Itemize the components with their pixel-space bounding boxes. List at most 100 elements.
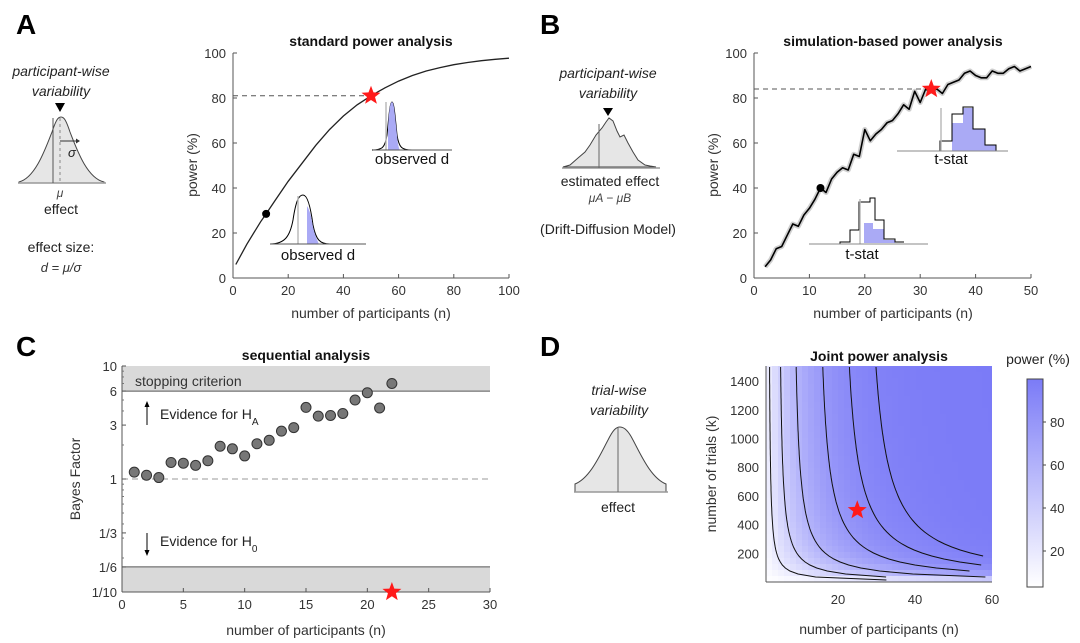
- heatmap-cell: [784, 576, 791, 582]
- heatmap-cell: [916, 528, 923, 535]
- heatmap-cell: [886, 564, 893, 571]
- colorbar-tick-label: 40: [1050, 501, 1064, 516]
- heatmap-cell: [916, 564, 923, 571]
- heatmap-cell: [814, 432, 821, 439]
- heatmap-cell: [952, 462, 959, 469]
- heatmap-cell: [826, 564, 833, 571]
- heatmap-cell: [934, 480, 941, 487]
- heatmap-cell: [832, 534, 839, 541]
- heatmap-cell: [988, 510, 992, 517]
- heatmap-cell: [868, 528, 875, 535]
- heatmap-cell: [790, 510, 797, 517]
- heatmap-cell: [958, 540, 965, 547]
- heatmap-cell: [766, 468, 773, 475]
- heatmap-cell: [952, 576, 959, 582]
- heatmap-cell: [808, 576, 815, 582]
- heatmap-cell: [862, 510, 869, 517]
- diagram-d-xlabel: effect: [601, 499, 635, 515]
- heatmap-cell: [922, 384, 929, 391]
- heatmap-cell: [958, 492, 965, 499]
- bayes-factor-point: [190, 459, 202, 471]
- heatmap-cell: [850, 432, 857, 439]
- heatmap-cell: [766, 396, 773, 403]
- heatmap-cell: [790, 522, 797, 529]
- heatmap-cell: [922, 492, 929, 499]
- heatmap-cell: [958, 528, 965, 535]
- heatmap-cell: [784, 468, 791, 475]
- heatmap-cell: [802, 474, 809, 481]
- heatmap-cell: [916, 480, 923, 487]
- heatmap-cell: [928, 528, 935, 535]
- heatmap-cell: [784, 528, 791, 535]
- heatmap-cell: [796, 378, 803, 385]
- heatmap-cell: [784, 504, 791, 511]
- heatmap-cell: [892, 504, 899, 511]
- heatmap-cell: [790, 498, 797, 505]
- heatmap-cell: [922, 528, 929, 535]
- heatmap-cell: [796, 516, 803, 523]
- heatmap-cell: [958, 402, 965, 409]
- power-curve: [235, 57, 510, 265]
- heatmap-cell: [988, 528, 992, 535]
- heatmap-cell: [826, 450, 833, 457]
- heatmap-cell: [832, 480, 839, 487]
- heatmap-cell: [916, 474, 923, 481]
- heatmap-cell: [886, 546, 893, 553]
- heatmap-cell: [766, 546, 773, 553]
- heatmap-cell: [910, 528, 917, 535]
- heatmap-cell: [808, 420, 815, 427]
- heatmap-cell: [952, 516, 959, 523]
- heatmap-cell: [844, 540, 851, 547]
- heatmap-cell: [904, 498, 911, 505]
- heatmap-cell: [784, 540, 791, 547]
- heatmap-cell: [796, 426, 803, 433]
- heatmap-cell: [928, 498, 935, 505]
- heatmap-cell: [874, 576, 881, 582]
- heatmap-cell: [988, 396, 992, 403]
- heatmap-cell: [832, 576, 839, 582]
- heatmap-cell: [826, 570, 833, 577]
- y-tick-label: 200: [737, 546, 759, 561]
- simulated-power-line: [764, 65, 1032, 268]
- heatmap-cell: [874, 564, 881, 571]
- heatmap-cell: [838, 468, 845, 475]
- heatmap-cell: [892, 552, 899, 559]
- heatmap-cell: [982, 366, 989, 373]
- heatmap-cell: [838, 558, 845, 565]
- heatmap-cell: [802, 540, 809, 547]
- heatmap-cell: [976, 468, 983, 475]
- heatmap-cell: [934, 516, 941, 523]
- heatmap-cell: [892, 390, 899, 397]
- heatmap-cell: [928, 438, 935, 445]
- heatmap-cell: [898, 492, 905, 499]
- heatmap-cell: [916, 462, 923, 469]
- heatmap-cell: [850, 552, 857, 559]
- heatmap-cell: [778, 486, 785, 493]
- heatmap-cell: [880, 522, 887, 529]
- heatmap-cell: [934, 372, 941, 379]
- heatmap-cell: [802, 564, 809, 571]
- heatmap-cell: [832, 414, 839, 421]
- heatmap-cell: [946, 390, 953, 397]
- heatmap-cell: [970, 456, 977, 463]
- heatmap-cell: [850, 402, 857, 409]
- heatmap-cell: [838, 498, 845, 505]
- heatmap-cell: [850, 384, 857, 391]
- heatmap-cell: [886, 414, 893, 421]
- heatmap-cell: [802, 378, 809, 385]
- heatmap-cell: [796, 498, 803, 505]
- heatmap-cell: [784, 414, 791, 421]
- heatmap-cell: [826, 516, 833, 523]
- heatmap-cell: [976, 426, 983, 433]
- heatmap-cell: [814, 480, 821, 487]
- heatmap-cell: [940, 468, 947, 475]
- heatmap-cell: [886, 486, 893, 493]
- heatmap-cell: [802, 534, 809, 541]
- heatmap-cell: [778, 570, 785, 577]
- heatmap-cell: [838, 408, 845, 415]
- contour-line: [875, 366, 984, 557]
- heatmap-cell: [904, 462, 911, 469]
- heatmap-cell: [910, 462, 917, 469]
- heatmap-cell: [868, 492, 875, 499]
- heatmap-cell: [796, 432, 803, 439]
